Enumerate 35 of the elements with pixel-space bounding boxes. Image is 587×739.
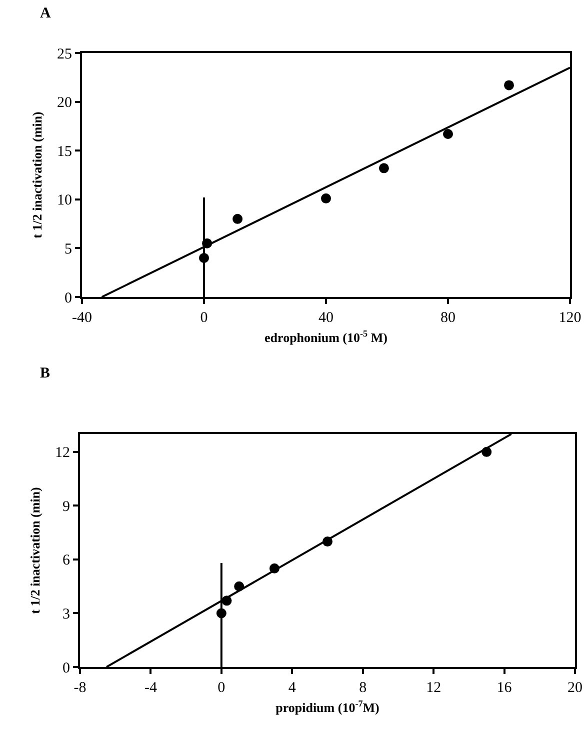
chart-title: B — [40, 365, 50, 382]
y-tick-label: 25 — [57, 46, 72, 62]
y-axis-title: t 1/2 inactivation (min) — [27, 487, 42, 614]
x-tick-label: 120 — [558, 310, 582, 326]
y-tick-label: 15 — [57, 144, 72, 160]
y-tick-label: 6 — [62, 552, 70, 569]
y-axis-title: t 1/2 inactivation (min) — [29, 112, 44, 238]
y-tick-label: 20 — [57, 95, 72, 112]
x-tick-label: -8 — [74, 680, 86, 696]
point — [378, 163, 389, 174]
x-tick-label: 80 — [440, 310, 456, 326]
point — [504, 80, 514, 90]
y-tick-label: 5 — [64, 241, 72, 258]
chart-title: A — [40, 5, 51, 22]
x-axis-title: edrophonium (10$^{-5}$ M) — [264, 328, 388, 346]
y-tick-label: 12 — [55, 445, 70, 462]
x-tick-label: 4 — [288, 680, 296, 696]
x-tick-label: 0 — [218, 680, 226, 696]
point — [321, 193, 331, 204]
x-tick-label: 16 — [496, 680, 512, 696]
x-tick-label: 12 — [426, 680, 442, 696]
point — [443, 129, 453, 140]
y-tick-label: 10 — [57, 192, 72, 209]
y-tick-label: 9 — [62, 498, 70, 515]
y-tick-label: 0 — [64, 290, 72, 306]
x-tick-label: -4 — [144, 680, 158, 696]
x-axis-title: propidium (10$^{-7}$M) — [276, 698, 380, 716]
y-tick-label: 0 — [62, 660, 70, 676]
x-tick-label: 20 — [568, 680, 582, 696]
x-tick-label: -40 — [72, 310, 92, 326]
x-tick-label: 40 — [318, 310, 334, 326]
x-tick-label: 0 — [200, 310, 208, 326]
x-tick-label: 8 — [359, 680, 367, 696]
point — [232, 214, 243, 224]
y-tick-label: 3 — [62, 606, 70, 622]
